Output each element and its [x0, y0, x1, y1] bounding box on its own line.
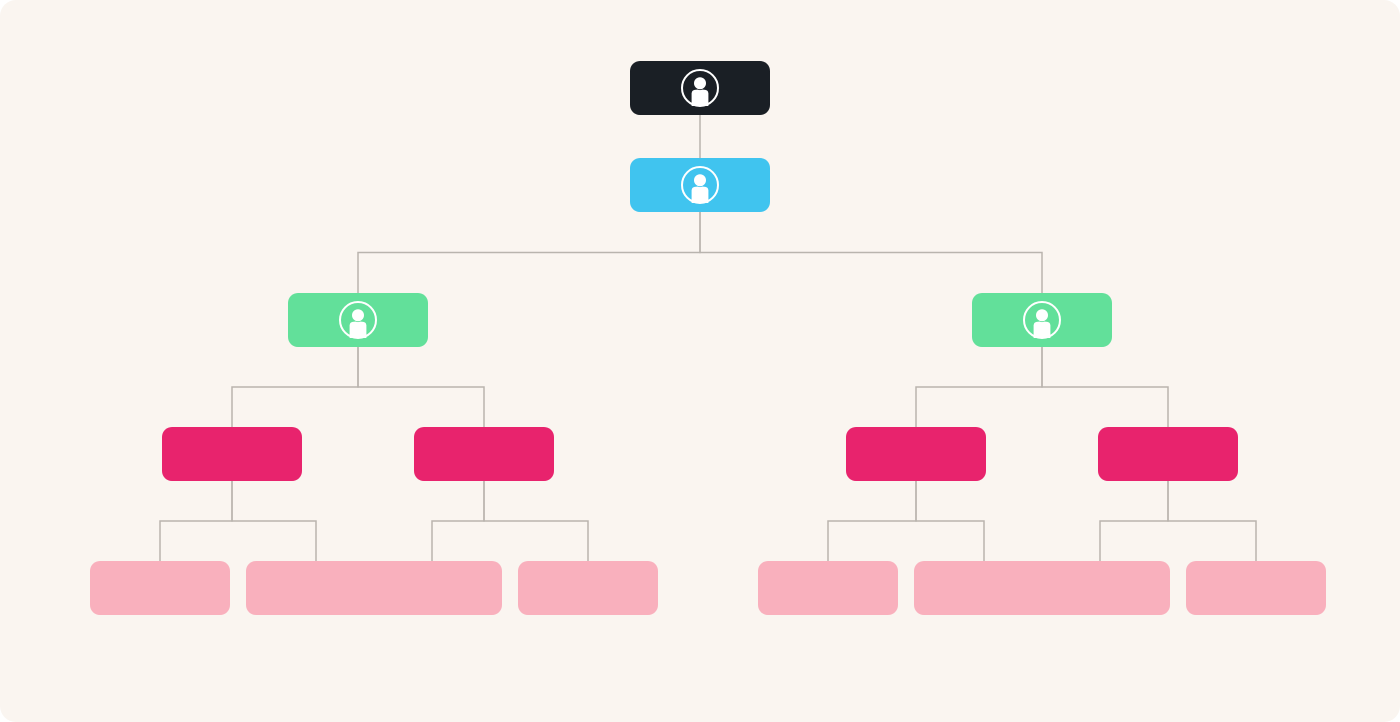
- org-node-level-4: [90, 561, 230, 615]
- connector: [232, 481, 316, 561]
- connector: [358, 212, 700, 293]
- connector: [916, 481, 984, 561]
- org-node-level-2: [288, 293, 428, 347]
- connector: [432, 481, 484, 561]
- org-node-level-3: [414, 427, 554, 481]
- org-chart-canvas: [0, 0, 1400, 722]
- person-icon: [680, 68, 720, 108]
- connector: [232, 347, 358, 427]
- org-node-level-4: [362, 561, 502, 615]
- person-icon: [338, 300, 378, 340]
- connector: [484, 481, 588, 561]
- org-node-level-0: [630, 61, 770, 115]
- org-node-level-1: [630, 158, 770, 212]
- connector: [828, 481, 916, 561]
- connector: [160, 481, 232, 561]
- connector: [1042, 347, 1168, 427]
- connector: [700, 212, 1042, 293]
- org-node-level-4: [1030, 561, 1170, 615]
- connector: [358, 347, 484, 427]
- org-node-level-3: [846, 427, 986, 481]
- connector: [916, 347, 1042, 427]
- org-node-level-3: [162, 427, 302, 481]
- org-node-level-4: [518, 561, 658, 615]
- org-node-level-2: [972, 293, 1112, 347]
- org-node-level-4: [1186, 561, 1326, 615]
- person-icon: [1022, 300, 1062, 340]
- connector: [1168, 481, 1256, 561]
- connector: [1100, 481, 1168, 561]
- person-icon: [680, 165, 720, 205]
- org-node-level-4: [758, 561, 898, 615]
- org-node-level-3: [1098, 427, 1238, 481]
